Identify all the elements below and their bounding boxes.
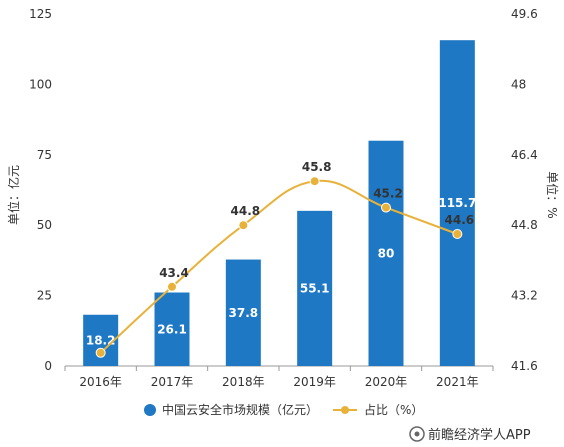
bar-value-label: 37.8: [229, 306, 259, 320]
right-tick-label: 46.4: [511, 148, 538, 162]
line-value-label: 44.6: [445, 213, 475, 227]
bar: [154, 292, 190, 366]
line-point: [238, 220, 249, 231]
line-point: [95, 347, 106, 358]
bar-value-label: 26.1: [157, 322, 187, 336]
right-tick-label: 48: [511, 77, 526, 91]
bar: [439, 40, 475, 366]
brand-watermark: 前瞻经济学人APP: [409, 426, 531, 443]
line-value-label: 44.8: [231, 204, 261, 218]
line-value-label: 45.2: [373, 187, 403, 201]
x-tick-label: 2018年: [222, 375, 265, 389]
line-value-label: 43.4: [159, 266, 189, 280]
legend-bar-marker: [144, 404, 156, 416]
left-tick-label: 100: [29, 77, 52, 91]
line-path: [99, 179, 458, 354]
right-tick-label: 41.6: [511, 359, 538, 373]
left-tick-label: 50: [37, 218, 52, 232]
right-axis-ticks: 41.6 43.2 44.8 46.4 48 49.6: [511, 7, 538, 373]
legend: 中国云安全市场规模（亿元） 占比（%）: [144, 402, 423, 417]
x-axis-ticks: 2016年 2017年 2018年 2019年 2020年 2021年: [64, 366, 494, 389]
line-point: [167, 281, 177, 292]
left-axis-ticks: 0 25 50 75 100 125: [29, 7, 52, 373]
x-tick-label: 2021年: [436, 375, 479, 389]
line-series: [95, 176, 463, 358]
right-tick-label: 43.2: [511, 289, 538, 303]
bar: [297, 210, 333, 366]
line-point: [452, 229, 463, 239]
right-tick-label: 49.6: [511, 7, 538, 21]
x-tick-label: 2017年: [151, 375, 194, 389]
left-tick-label: 25: [37, 289, 52, 303]
bar-value-label: 18.2: [86, 333, 116, 347]
left-axis-title: 单位：亿元: [6, 165, 21, 225]
legend-line-dot: [341, 406, 349, 414]
x-tick-label: 2019年: [293, 375, 336, 389]
left-tick-label: 0: [44, 359, 52, 373]
right-axis-title: 单位：%: [545, 171, 560, 218]
left-tick-label: 75: [37, 148, 52, 162]
bar-data-labels: 18.2 26.1 37.8 55.1 80 115.7: [86, 196, 476, 347]
bar-value-label: 55.1: [300, 281, 330, 295]
x-tick-label: 2016年: [79, 375, 122, 389]
brand-logo-icon: [409, 426, 425, 442]
left-tick-label: 125: [29, 7, 52, 21]
bar-value-label: 115.7: [438, 196, 476, 210]
bar-series: [83, 40, 475, 366]
legend-line-label: 占比（%）: [364, 402, 423, 417]
legend-bar-label: 中国云安全市场规模（亿元）: [162, 402, 318, 417]
line-point: [381, 202, 391, 213]
bar: [368, 140, 404, 366]
brand-text: 前瞻经济学人APP: [428, 427, 531, 443]
x-tick-label: 2020年: [365, 375, 408, 389]
line-value-label: 45.8: [302, 160, 332, 174]
line-data-labels: 43.4 44.8 45.8 45.2 44.6: [159, 160, 474, 280]
bar: [225, 259, 261, 366]
right-tick-label: 44.8: [511, 218, 538, 232]
bar-value-label: 80: [378, 246, 395, 260]
line-point: [309, 176, 320, 187]
